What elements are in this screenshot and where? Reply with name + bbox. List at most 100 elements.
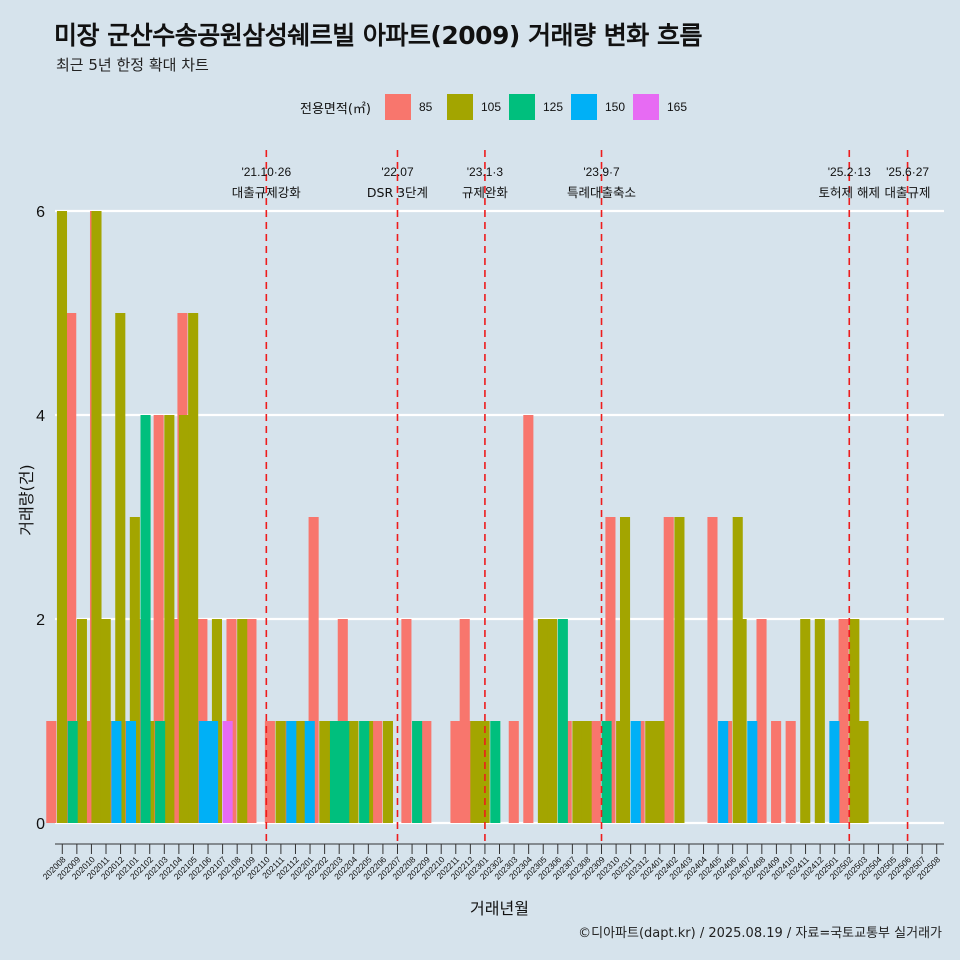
bar-85-202409 (771, 721, 782, 823)
legend-item-105: 105 (446, 94, 505, 120)
bar-150-202012 (125, 721, 137, 823)
bar-85-202206 (372, 721, 383, 823)
bar-105-202108 (237, 619, 248, 823)
bar-125-202102 (155, 721, 166, 823)
bar-105-202103 (164, 415, 175, 823)
y-tick-label: 0 (36, 816, 45, 833)
bar-150-202106 (208, 721, 219, 823)
bar-105-202012 (115, 313, 126, 823)
legend-item-125: 125 (508, 94, 567, 120)
y-tick-label: 4 (36, 408, 45, 425)
bar-125-202008 (67, 721, 78, 823)
bar-105-202101 (129, 517, 140, 823)
event-label: 토허제 해제 (819, 185, 880, 200)
bar-105-202009 (76, 619, 87, 823)
legend-swatch (570, 94, 597, 120)
legend: 전용면적(㎡) 85 105 125 150 165 (300, 92, 695, 122)
bar-150-202011 (111, 721, 122, 823)
y-tick-label: 2 (36, 612, 45, 629)
bar-105-202306 (547, 619, 558, 823)
event-date-label: '21.10·26 (241, 165, 291, 179)
bar-125-202203 (339, 721, 350, 823)
event-date-label: '25.2·13 (828, 165, 871, 179)
bar-125-202309 (601, 721, 612, 823)
event-label: DSR 3단계 (367, 185, 428, 200)
bar-85-202309 (590, 721, 601, 823)
bar-85-202408 (756, 619, 767, 823)
bar-105-202411 (800, 619, 811, 823)
bar-150-202201 (304, 721, 315, 823)
bar-150-202105 (198, 721, 209, 823)
bar-150-202311 (630, 721, 641, 823)
bar-125-202306 (557, 619, 568, 823)
event-date-label: '22.07 (381, 165, 414, 179)
legend-label: 150 (604, 100, 626, 114)
legend-swatch (384, 94, 411, 120)
bar-105-202401 (654, 721, 665, 823)
bar-85-202304 (523, 415, 534, 823)
bar-150-202111 (286, 721, 297, 823)
bar-105-202112 (295, 721, 306, 823)
event-label: 대출규제 (885, 185, 931, 200)
bar-105-202008 (56, 211, 68, 823)
source-caption: ©디아파트(dapt.kr) / 2025.08.19 / 자료=국토교통부 실… (578, 926, 942, 941)
event-date-label: '23.9·7 (583, 165, 620, 179)
bar-85-202103 (153, 415, 164, 823)
bar-105-202212 (470, 721, 481, 823)
bar-105-202111 (275, 721, 286, 823)
legend-item-165: 165 (632, 94, 691, 120)
legend-item-150: 150 (570, 94, 629, 120)
bar-105-202402 (674, 517, 685, 823)
bar-125-202101 (140, 415, 151, 823)
bar-105-202010 (91, 211, 102, 823)
bar-85-202405 (707, 517, 718, 823)
bar-85-202202 (308, 517, 319, 823)
legend-label: 85 (418, 100, 433, 114)
bar-105-202412 (814, 619, 825, 823)
bar-125-202202 (329, 721, 341, 823)
bar-105-202312 (645, 721, 656, 823)
bar-150-202501 (829, 721, 840, 823)
bar-125-202204 (359, 721, 370, 823)
bar-85-202109 (246, 619, 257, 823)
bar-105-202407 (736, 619, 747, 823)
legend-label: 125 (542, 100, 564, 114)
bar-105-202311 (619, 517, 631, 823)
bar-105-202105 (188, 313, 199, 823)
bar-85-202209 (421, 721, 432, 823)
legend-title: 전용면적(㎡) (300, 101, 371, 117)
bar-105-202202 (319, 721, 330, 823)
bar-85-202111 (264, 721, 275, 823)
bar-125-202301 (490, 721, 501, 823)
bar-105-202301 (479, 721, 490, 823)
x-axis-title: 거래년월 (470, 899, 529, 918)
chart-subtitle: 최근 5년 한정 확대 차트 (56, 56, 209, 74)
bar-85-202008 (46, 721, 57, 823)
event-label: 특례대출축소 (567, 185, 636, 200)
bar-85-202208 (401, 619, 412, 823)
y-tick-label: 6 (36, 204, 45, 221)
bar-165-202107 (222, 721, 233, 823)
legend-label: 105 (480, 100, 502, 114)
bar-105-202305 (537, 619, 548, 823)
bar-85-202303 (508, 721, 519, 823)
bar-85-202402 (663, 517, 674, 823)
bar-85-202009 (66, 313, 77, 823)
chart-title: 미장 군산수송공원삼성쉐르빌 아파트(2009) 거래량 변화 흐름 (54, 21, 702, 50)
legend-swatch (446, 94, 473, 120)
bar-85-202212 (459, 619, 470, 823)
bar-85-202310 (605, 517, 616, 823)
event-label: 대출규제강화 (232, 185, 302, 200)
event-date-label: '25.6·27 (886, 165, 929, 179)
event-label: 규제완화 (462, 185, 509, 200)
legend-swatch (508, 94, 535, 120)
bar-150-202405 (718, 721, 729, 823)
bar-105-202502 (849, 619, 860, 823)
bar-105-202308 (581, 721, 592, 823)
legend-swatch (632, 94, 659, 120)
y-axis-title: 거래량(건) (17, 464, 36, 535)
legend-item-85: 85 (384, 94, 443, 120)
bar-105-202011 (100, 619, 111, 823)
bar-125-202208 (412, 721, 423, 823)
